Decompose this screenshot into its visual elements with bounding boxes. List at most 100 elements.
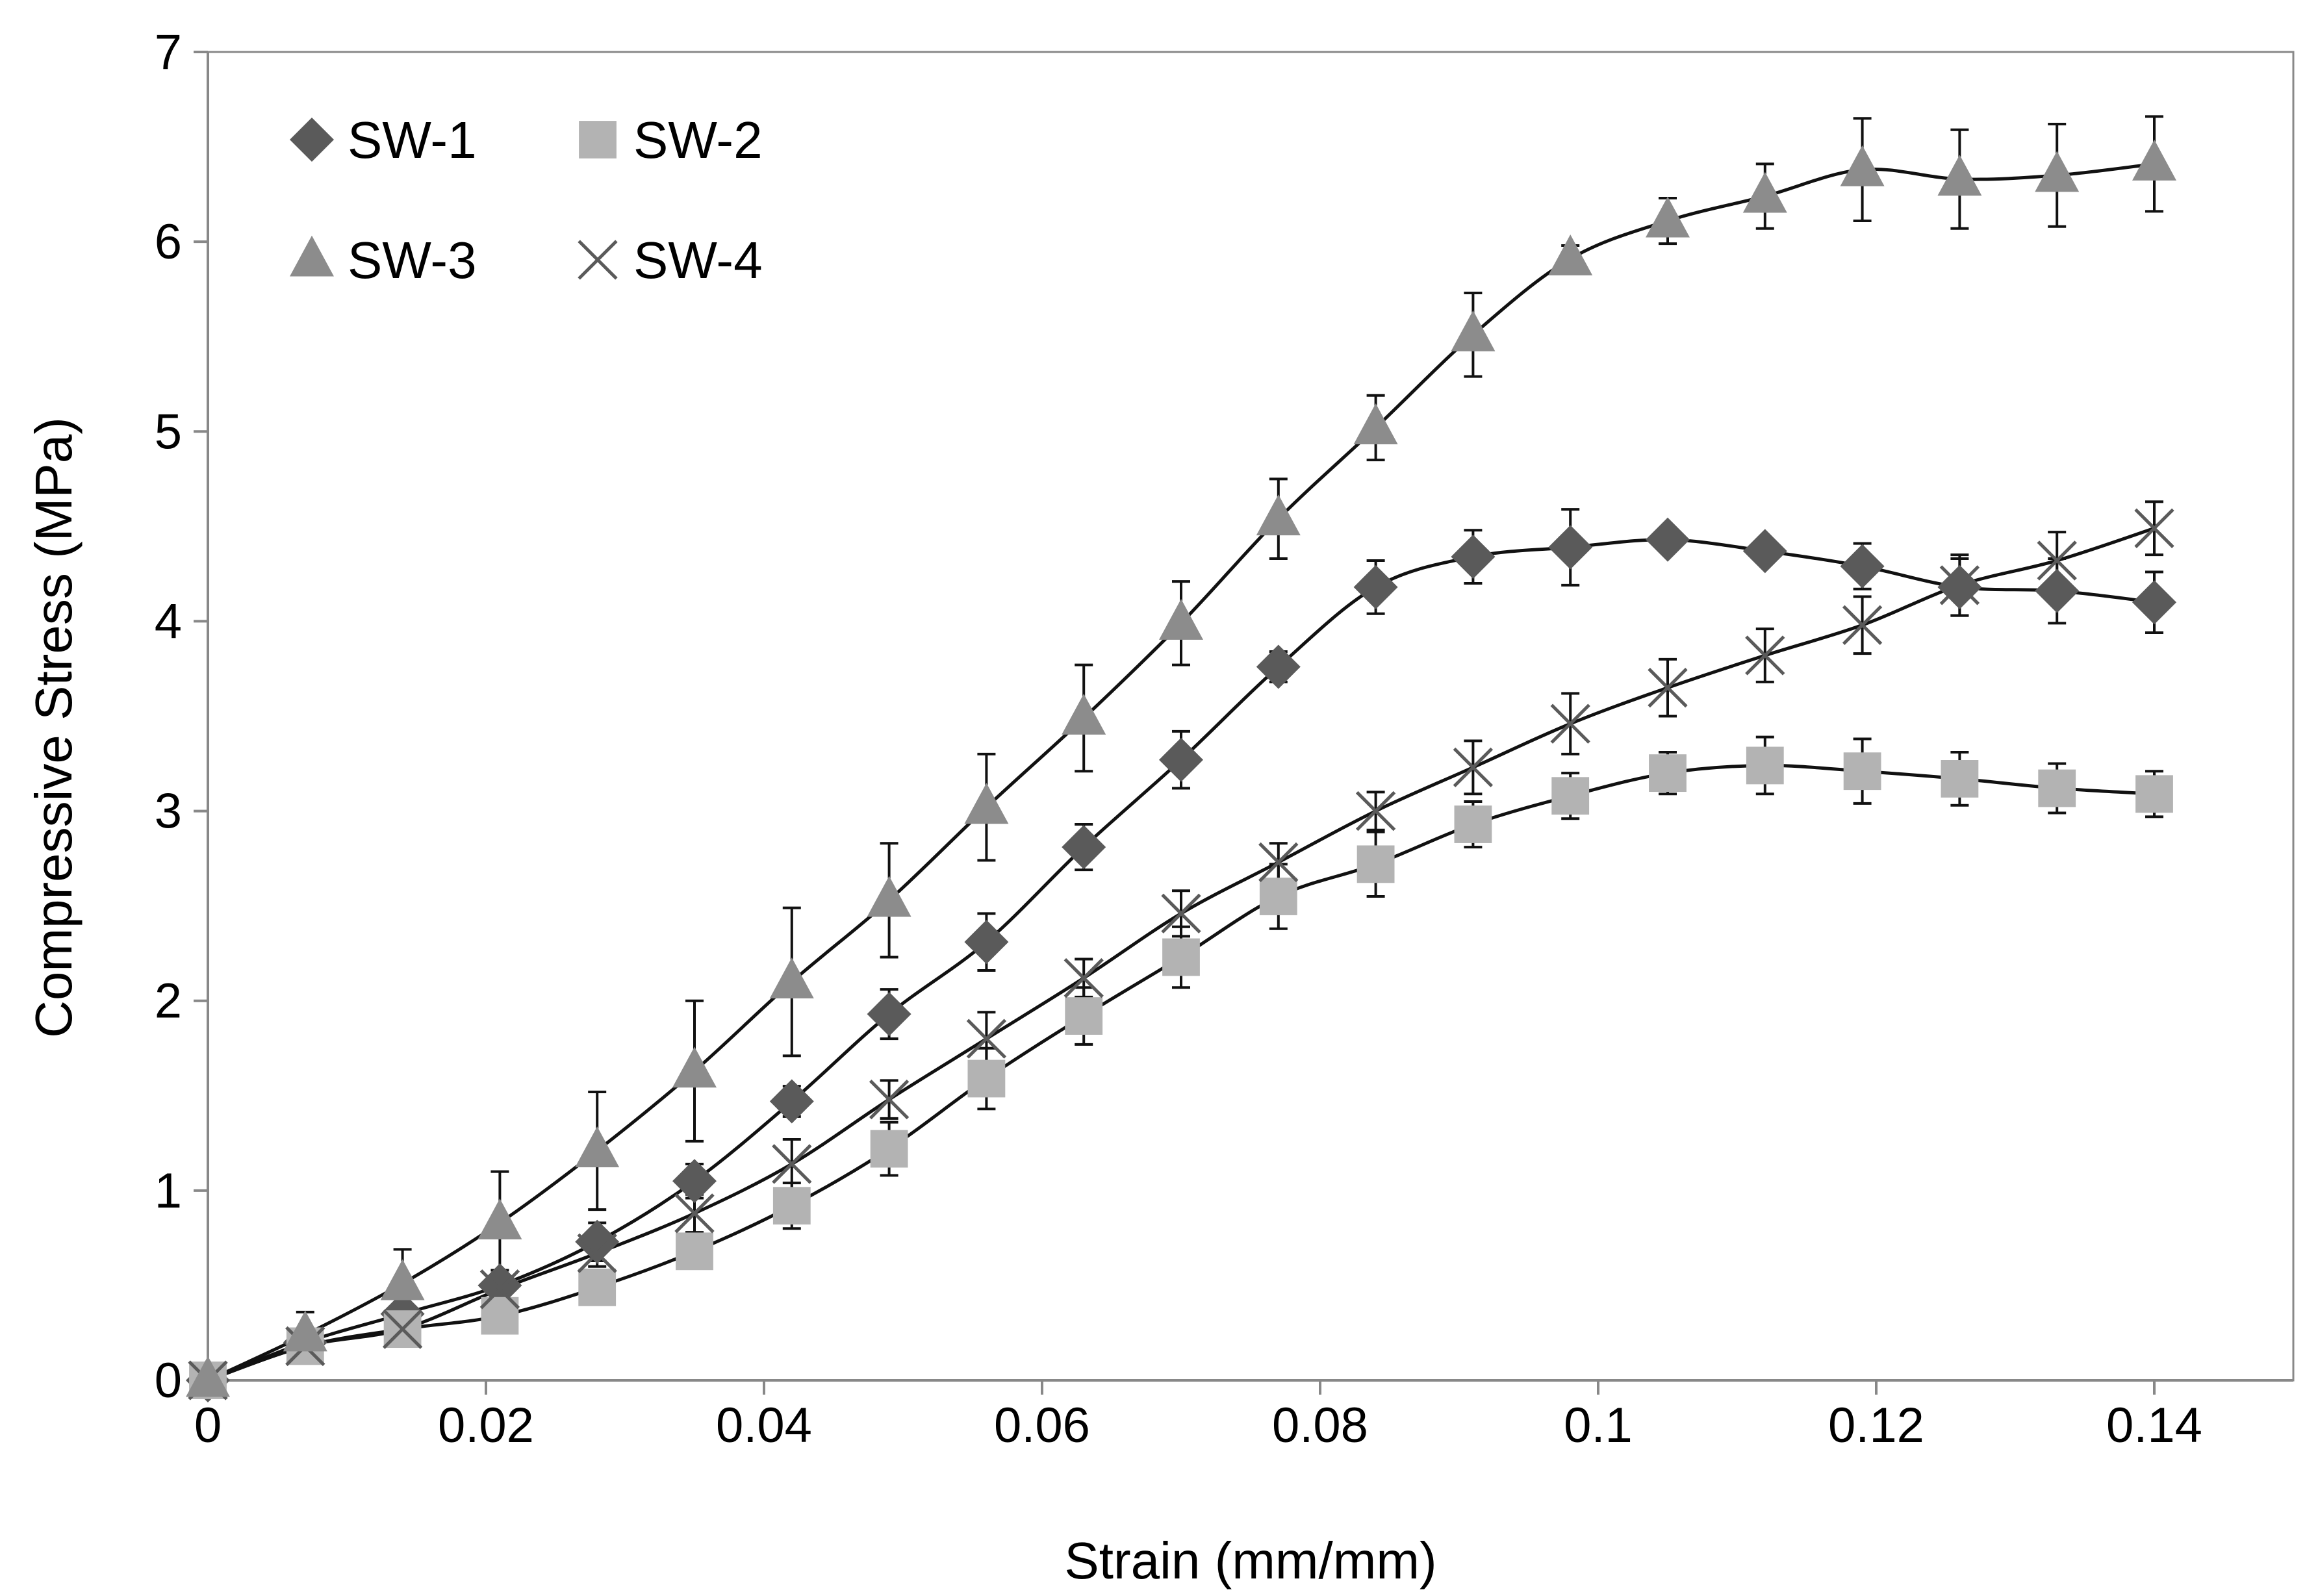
marker-sw-3	[2132, 139, 2176, 181]
marker-sw-4	[2134, 508, 2174, 548]
x-tick-label: 0.04	[716, 1398, 812, 1453]
marker-sw-4	[1939, 565, 1980, 605]
marker-sw-4	[1258, 842, 1299, 883]
data-markers	[186, 139, 2176, 1402]
marker-sw-3	[1646, 196, 1690, 238]
marker-sw-4	[382, 1309, 423, 1349]
legend-marker-sw-2	[579, 121, 617, 158]
marker-sw-3	[964, 783, 1009, 824]
marker-sw-2	[1065, 997, 1103, 1035]
marker-sw-3	[1353, 403, 1398, 444]
marker-sw-4	[772, 1144, 812, 1184]
y-tick-label: 7	[155, 25, 182, 80]
marker-sw-2	[1259, 878, 1297, 915]
legend-entry-sw-2: SW-2	[579, 111, 763, 169]
marker-sw-2	[2038, 769, 2076, 807]
marker-sw-2	[1941, 760, 1979, 798]
marker-sw-4	[1355, 791, 1396, 831]
marker-sw-4	[577, 1233, 617, 1273]
y-tick-label: 3	[155, 784, 182, 839]
y-tick-label: 4	[155, 594, 182, 649]
marker-sw-2	[676, 1232, 713, 1271]
marker-sw-2	[2135, 775, 2173, 813]
marker-sw-1	[1062, 825, 1106, 870]
marker-sw-4	[1063, 957, 1104, 998]
legend-entry-sw-1: SW-1	[290, 111, 477, 169]
marker-sw-3	[1840, 145, 1885, 186]
marker-sw-3	[1548, 234, 1593, 275]
marker-sw-3	[1062, 694, 1106, 735]
legend-label: SW-2	[633, 111, 763, 169]
marker-sw-3	[283, 1310, 327, 1352]
marker-sw-2	[1843, 752, 1881, 791]
marker-sw-2	[578, 1268, 617, 1306]
y-tick-label: 5	[155, 404, 182, 459]
marker-sw-2	[1649, 754, 1687, 792]
marker-sw-3	[380, 1259, 425, 1300]
marker-sw-1	[672, 1159, 717, 1204]
marker-sw-1	[1353, 564, 1398, 609]
marker-sw-4	[1842, 605, 1883, 645]
marker-sw-1	[2132, 580, 2176, 625]
marker-sw-3	[867, 876, 911, 917]
marker-sw-2	[870, 1130, 908, 1168]
marker-sw-2	[1356, 845, 1395, 883]
marker-sw-3	[1159, 598, 1203, 640]
marker-sw-4	[2037, 540, 2077, 581]
x-tick-label: 0.14	[2106, 1398, 2202, 1453]
legend-label: SW-4	[633, 231, 763, 289]
marker-sw-1	[1451, 535, 1496, 579]
x-tick-label: 0	[194, 1398, 222, 1453]
marker-sw-3	[478, 1198, 522, 1240]
marker-sw-3	[672, 1046, 717, 1088]
marker-sw-1	[964, 920, 1009, 965]
marker-sw-1	[769, 1079, 814, 1124]
marker-sw-4	[966, 1019, 1007, 1059]
marker-sw-3	[1451, 310, 1496, 351]
marker-sw-4	[1453, 747, 1494, 788]
marker-sw-1	[1742, 529, 1787, 574]
marker-sw-4	[1745, 635, 1785, 676]
marker-sw-1	[1646, 517, 1690, 562]
marker-sw-2	[1162, 938, 1200, 976]
y-tick-label: 6	[155, 214, 182, 270]
marker-sw-1	[1256, 644, 1301, 689]
marker-sw-3	[2035, 151, 2080, 192]
legend-marker-sw-4	[578, 240, 618, 280]
legend: SW-1 SW-2 SW-3 SW-4	[290, 111, 763, 289]
x-tick-label: 0.12	[1828, 1398, 1924, 1453]
marker-sw-4	[1648, 668, 1688, 708]
marker-sw-1	[1840, 544, 1885, 589]
y-tick-label: 0	[155, 1353, 182, 1408]
marker-sw-4	[869, 1079, 910, 1120]
x-tick-label: 0.02	[438, 1398, 534, 1453]
y-tick-label: 2	[155, 974, 182, 1029]
marker-sw-2	[967, 1059, 1006, 1098]
marker-sw-3	[186, 1356, 230, 1397]
marker-sw-3	[1742, 171, 1787, 213]
x-tick-label: 0.1	[1564, 1398, 1633, 1453]
legend-label: SW-1	[348, 111, 477, 169]
marker-sw-4	[1550, 703, 1590, 744]
marker-sw-1	[1159, 737, 1203, 782]
fit-curve-sw-1	[207, 538, 2155, 1382]
marker-sw-3	[769, 957, 814, 998]
legend-label: SW-3	[348, 231, 477, 289]
marker-sw-1	[478, 1263, 522, 1308]
x-tick-label: 0.06	[994, 1398, 1090, 1453]
marker-sw-2	[1551, 777, 1590, 815]
marker-sw-3	[1937, 155, 1982, 196]
marker-sw-2	[772, 1187, 811, 1225]
x-axis-label: Strain (mm/mm)	[1064, 1532, 1436, 1590]
marker-sw-1	[867, 992, 911, 1037]
marker-sw-1	[1548, 525, 1593, 570]
marker-sw-2	[1454, 805, 1492, 843]
marker-sw-3	[575, 1126, 620, 1168]
axes: 0 1 2 3 4 5 6 7 0 0.02 0.04 0.06 0.08 0.1 0.12 0.14	[155, 25, 2293, 1453]
legend-marker-sw-1	[290, 118, 334, 162]
marker-sw-4	[674, 1193, 715, 1234]
legend-entry-sw-4: SW-4	[578, 231, 763, 289]
marker-sw-4	[1161, 893, 1201, 933]
marker-sw-2	[1746, 746, 1784, 785]
